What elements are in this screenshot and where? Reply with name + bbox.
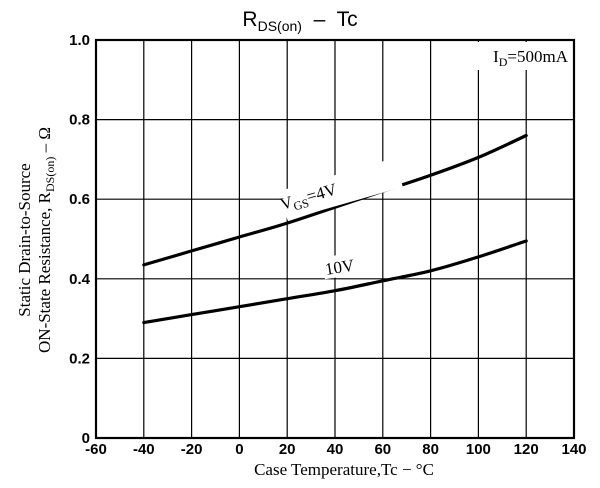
y-tick-label: 1.0 bbox=[69, 32, 90, 49]
series-curves bbox=[142, 133, 528, 325]
y-axis-label-line1: Static Drain-to-Source bbox=[15, 163, 34, 316]
series-label-10v-text: 10V bbox=[324, 255, 357, 278]
y-tick-label: 0 bbox=[82, 430, 90, 447]
x-tick-label: 20 bbox=[279, 441, 296, 458]
y-tick-label: 0.8 bbox=[69, 112, 90, 129]
grid bbox=[95, 39, 575, 439]
x-tick-label: 120 bbox=[514, 441, 539, 458]
series-label-4v-text: VGS=4V bbox=[278, 179, 341, 216]
y-tick-label: 0.2 bbox=[69, 350, 90, 367]
plot-frame bbox=[94, 38, 576, 440]
y-axis-label: Static Drain-to-Source ON-State Resistan… bbox=[15, 127, 57, 353]
series-label-10v: 10V bbox=[321, 250, 369, 280]
chart-title: RDS(on) – Tc bbox=[242, 8, 357, 34]
y-tick-label: 0.4 bbox=[69, 271, 91, 288]
series-label-4v: VGS=4V bbox=[278, 158, 403, 220]
y-tick-label: 0.6 bbox=[69, 191, 90, 208]
y-axis-label-line2: ON-State Resistance, RDS(on) – Ω bbox=[35, 127, 57, 353]
series-label-10v-backdrop bbox=[321, 250, 369, 280]
condition-backdrop bbox=[440, 42, 570, 70]
x-tick-label: 0 bbox=[235, 441, 243, 458]
series-label-4v-backdrop bbox=[279, 158, 403, 220]
x-tick-label: -40 bbox=[133, 441, 155, 458]
x-tick-label: 80 bbox=[422, 441, 439, 458]
x-tick-label: 60 bbox=[374, 441, 391, 458]
x-tick-label: -60 bbox=[85, 441, 107, 458]
x-axis-label: Case Temperature,Tc − °C bbox=[254, 460, 434, 479]
x-tick-label: 140 bbox=[561, 441, 586, 458]
tick-labels: -60 -40 -20 0 20 40 60 80 100 120 140 0 0.2 0.4 0.6 0.8… bbox=[69, 32, 586, 458]
x-tick-label: 40 bbox=[327, 441, 344, 458]
condition-label: ID=500mA bbox=[493, 47, 569, 69]
x-tick-label: 100 bbox=[466, 441, 491, 458]
series-line-vgs-4v bbox=[142, 133, 528, 267]
series-line-10v bbox=[142, 239, 528, 325]
x-tick-label: -20 bbox=[181, 441, 203, 458]
condition-annotation: ID=500mA bbox=[440, 42, 570, 70]
